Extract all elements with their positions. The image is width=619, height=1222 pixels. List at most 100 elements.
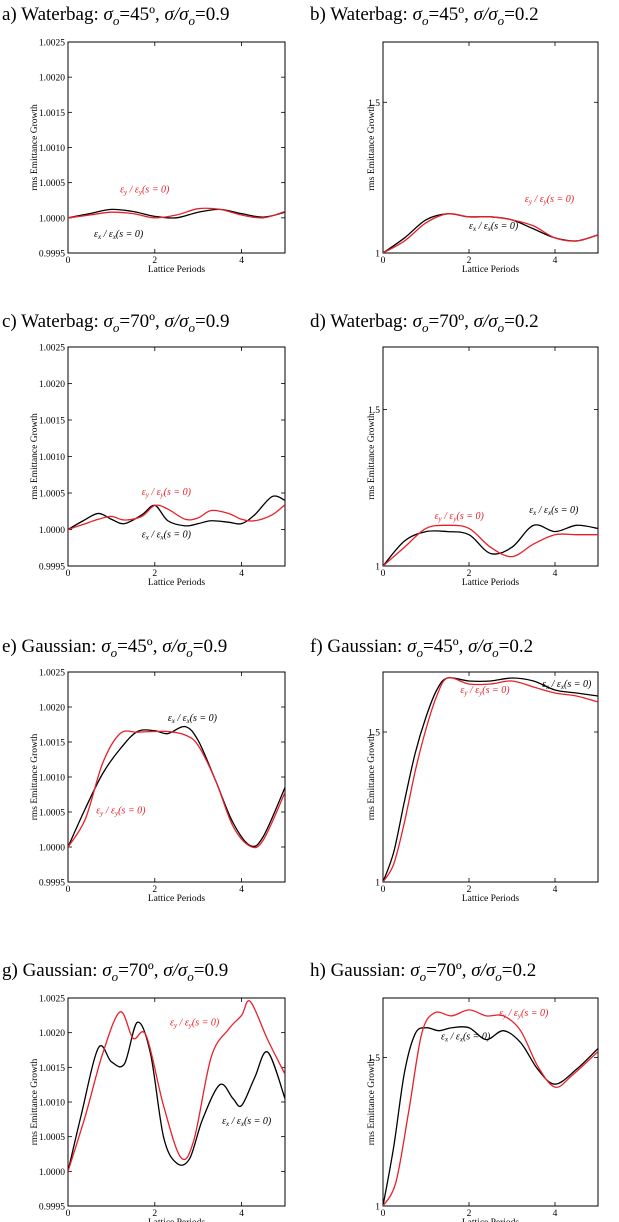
y-tick-label: 1.0000: [39, 526, 65, 536]
curve-label-x: εx / εx(s = 0): [94, 229, 144, 241]
x-tick-label: 2: [467, 256, 472, 266]
x-tick-label: 0: [381, 885, 386, 895]
series-line-x: [383, 524, 598, 566]
panel-title-phase: 70º: [439, 311, 464, 332]
panel-title-prefix: e) Gaussian:: [2, 636, 101, 657]
panel-title: d) Waterbag: σo=70º, σ/σo=0.2: [310, 311, 539, 335]
chart-panel-g: g) Gaussian: σo=70º, σ/σo=0.9 0 2 4 0.9995 1.…: [2, 960, 286, 1222]
y-tick-label: 1.5: [368, 729, 380, 739]
curve-label-y: εy / εy(s = 0): [525, 194, 575, 206]
x-tick-label: 0: [66, 256, 71, 266]
y-tick-label: 1.0020: [39, 704, 65, 714]
curve-label-x: εx / εx(s = 0): [222, 1116, 272, 1128]
panel-title-phase: 45º: [130, 4, 155, 25]
y-tick-label: 1: [375, 1203, 380, 1213]
panel-title-prefix: h) Gaussian:: [310, 960, 410, 981]
x-tick-label: 2: [467, 569, 472, 579]
y-tick-label: 0.9995: [39, 1203, 65, 1213]
series-line-y: [68, 730, 285, 849]
x-axis-title: Lattice Periods: [148, 1218, 206, 1222]
y-axis-title: rms Emittance Growth: [30, 413, 40, 500]
y-tick-label: 1.0020: [39, 74, 65, 84]
panel-title-phase: 70º: [437, 960, 462, 981]
series-line-y: [68, 1000, 285, 1172]
x-tick-label: 0: [381, 569, 386, 579]
y-tick-label: 0.9995: [39, 563, 65, 573]
y-axis-title: rms Emittance Growth: [367, 104, 377, 191]
series-line-y: [68, 504, 285, 531]
series-line-y: [383, 676, 598, 882]
x-tick-label: 0: [381, 256, 386, 266]
panel-title-prefix: g) Gaussian:: [2, 960, 102, 981]
plot-frame: [67, 41, 286, 254]
panel-title-ratio: 0.2: [515, 311, 539, 332]
series-line-x: [383, 213, 598, 253]
curve-label-x: εx / εx(s = 0): [542, 679, 592, 691]
panel-title-ratio: 0.2: [515, 4, 539, 25]
y-tick-label: 1.0010: [39, 453, 65, 463]
y-tick-label: 1.0010: [39, 1099, 65, 1109]
x-axis-title: Lattice Periods: [148, 894, 206, 904]
x-tick-label: 4: [239, 1209, 244, 1219]
panel-title-phase: 45º: [128, 636, 153, 657]
chart-panel-e: e) Gaussian: σo=45º, σ/σo=0.9 0 2 4 0.9995 1.…: [2, 636, 286, 904]
y-tick-label: 1.0015: [39, 1064, 65, 1074]
y-axis-title: rms Emittance Growth: [367, 413, 377, 500]
y-tick-label: 1: [375, 250, 380, 260]
x-tick-label: 4: [553, 256, 558, 266]
y-tick-label: 1.0025: [39, 669, 65, 679]
chart-panel-f: f) Gaussian: σo=45º, σ/σo=0.2 0 2 4 1 1.5 Latt…: [310, 636, 599, 904]
panel-title-prefix: c) Waterbag:: [2, 311, 104, 332]
plot-frame: [382, 997, 599, 1207]
y-tick-label: 1.0005: [39, 809, 65, 819]
y-tick-label: 1: [375, 879, 380, 889]
chart-panel-h: h) Gaussian: σo=70º, σ/σo=0.2 0 2 4 1 1.5 Latt…: [310, 960, 599, 1222]
y-tick-label: 1.0005: [39, 490, 65, 500]
y-tick-label: 1.5: [368, 1054, 380, 1064]
x-tick-label: 0: [66, 569, 71, 579]
series-line-x: [383, 677, 598, 882]
x-tick-label: 4: [239, 885, 244, 895]
y-tick-label: 1.0025: [39, 344, 65, 354]
x-tick-label: 4: [553, 885, 558, 895]
series-line-x: [68, 1021, 285, 1172]
y-tick-label: 1.0000: [39, 214, 65, 224]
panel-title-prefix: d) Waterbag:: [310, 311, 413, 332]
chart-panel-a: a) Waterbag: σo=45º, σ/σo=0.9 0 2 4 0.9995 1.…: [2, 4, 286, 275]
y-tick-label: 1.5: [368, 406, 380, 416]
panel-title-ratio: 0.9: [203, 636, 227, 657]
chart-panel-d: d) Waterbag: σo=70º, σ/σo=0.2 0 2 4 1 1.5 Latt…: [310, 311, 599, 588]
x-tick-label: 2: [152, 569, 157, 579]
y-tick-label: 1: [375, 563, 380, 573]
y-tick-label: 1.0015: [39, 739, 65, 749]
x-tick-label: 2: [152, 1209, 157, 1219]
series-line-x: [68, 495, 285, 531]
x-axis-title: Lattice Periods: [462, 265, 520, 275]
panel-title-prefix: b) Waterbag:: [310, 4, 413, 25]
x-axis-title: Lattice Periods: [148, 578, 206, 588]
chart-panel-b: b) Waterbag: σo=45º, σ/σo=0.2 0 2 4 1 1.5 Latt…: [310, 4, 599, 275]
y-tick-label: 0.9995: [39, 879, 65, 889]
series-line-y: [383, 1009, 598, 1206]
curve-label-x: εx / εx(s = 0): [142, 530, 192, 542]
y-tick-label: 1.0015: [39, 417, 65, 427]
y-tick-label: 1.0005: [39, 1133, 65, 1143]
curve-label-y: εy / εy(s = 0): [170, 1018, 220, 1030]
x-tick-label: 4: [553, 569, 558, 579]
series-line-y: [68, 207, 285, 219]
x-tick-label: 0: [66, 1209, 71, 1219]
panel-title-prefix: f) Gaussian:: [310, 636, 407, 657]
y-tick-label: 1.0025: [39, 995, 65, 1005]
y-tick-label: 0.9995: [39, 250, 65, 260]
panel-title: f) Gaussian: σo=45º, σ/σo=0.2: [310, 636, 533, 660]
y-tick-label: 1.0005: [39, 179, 65, 189]
x-axis-title: Lattice Periods: [462, 578, 520, 588]
curve-label-x: εx / εx(s = 0): [168, 713, 218, 725]
curve-label-x: εx / εx(s = 0): [469, 221, 519, 233]
panel-title-ratio: 0.2: [509, 636, 533, 657]
panel-title: b) Waterbag: σo=45º, σ/σo=0.2: [310, 4, 539, 28]
curve-label-x: εx / εx(s = 0): [529, 505, 579, 517]
panel-title-ratio: 0.9: [205, 960, 229, 981]
series-line-x: [68, 208, 285, 219]
